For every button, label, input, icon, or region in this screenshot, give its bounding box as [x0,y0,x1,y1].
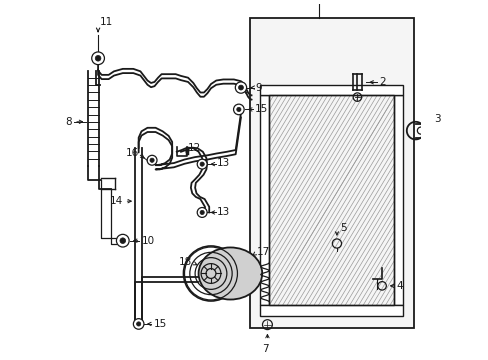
Text: 8: 8 [65,117,71,127]
Circle shape [200,210,204,215]
Ellipse shape [198,247,262,300]
Text: 15: 15 [153,319,166,329]
Circle shape [197,207,207,217]
Circle shape [92,52,104,65]
Text: 6: 6 [231,275,238,285]
Bar [394,95,403,305]
Text: 11: 11 [100,17,113,27]
Text: 13: 13 [217,207,230,217]
Circle shape [235,82,246,93]
Circle shape [200,162,204,166]
Circle shape [238,85,243,90]
Text: 17: 17 [256,247,269,257]
Text: 18: 18 [179,257,192,267]
Text: 2: 2 [379,77,385,87]
Text: 16: 16 [125,148,139,158]
Circle shape [197,159,207,169]
Text: 9: 9 [255,82,262,93]
Bar [260,305,403,316]
Text: 4: 4 [396,281,403,291]
Bar [260,95,269,305]
Bar [260,85,403,95]
Text: 15: 15 [255,104,268,114]
Circle shape [147,155,157,165]
Circle shape [133,319,143,329]
Circle shape [136,322,141,326]
Text: 12: 12 [187,143,200,153]
Circle shape [120,238,125,243]
Text: 3: 3 [433,114,440,124]
Circle shape [233,104,244,115]
Text: 7: 7 [262,344,268,354]
Circle shape [150,158,154,162]
Text: 10: 10 [142,236,155,246]
Text: 13: 13 [217,158,230,168]
Text: 5: 5 [340,222,346,233]
Circle shape [95,55,101,61]
Circle shape [116,234,129,247]
Bar [269,95,394,305]
Bar [249,18,413,328]
Text: 14: 14 [109,196,122,206]
Circle shape [236,107,241,112]
